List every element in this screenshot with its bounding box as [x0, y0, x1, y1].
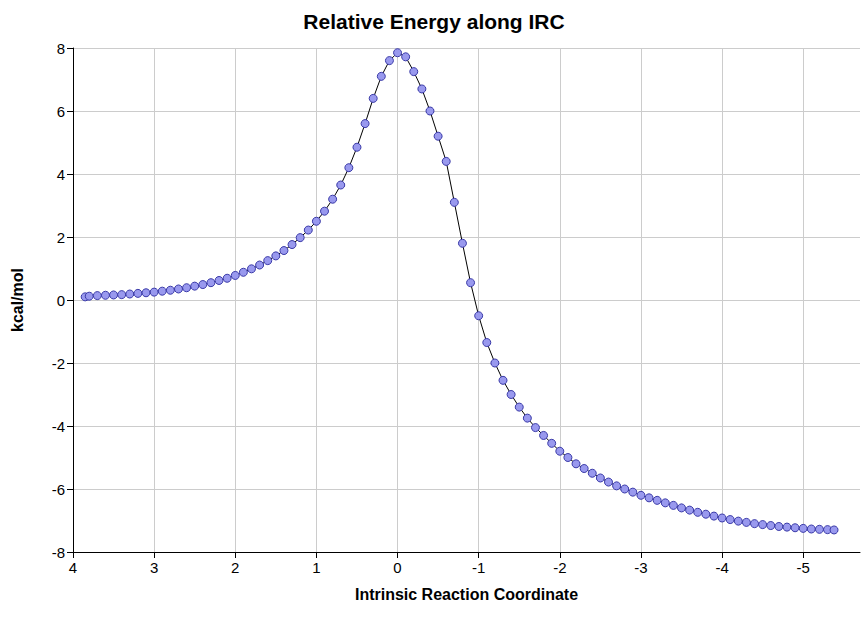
svg-text:4: 4 — [57, 166, 65, 183]
svg-text:-6: -6 — [52, 481, 65, 498]
svg-text:6: 6 — [57, 103, 65, 120]
svg-text:-2: -2 — [52, 355, 65, 372]
svg-text:3: 3 — [150, 559, 158, 576]
svg-text:kcal/mol: kcal/mol — [9, 268, 26, 332]
svg-text:8: 8 — [57, 40, 65, 57]
svg-text:Intrinsic Reaction Coordinate: Intrinsic Reaction Coordinate — [355, 586, 578, 603]
svg-text:Relative Energy along IRC: Relative Energy along IRC — [303, 10, 564, 33]
svg-text:4: 4 — [69, 559, 77, 576]
svg-text:0: 0 — [393, 559, 401, 576]
svg-text:-8: -8 — [52, 544, 65, 561]
svg-text:1: 1 — [312, 559, 320, 576]
svg-text:-3: -3 — [634, 559, 647, 576]
svg-text:-5: -5 — [797, 559, 810, 576]
svg-text:-4: -4 — [52, 418, 65, 435]
svg-text:-1: -1 — [472, 559, 485, 576]
svg-text:2: 2 — [231, 559, 239, 576]
svg-text:0: 0 — [57, 292, 65, 309]
svg-text:2: 2 — [57, 229, 65, 246]
svg-text:-4: -4 — [715, 559, 728, 576]
svg-text:-2: -2 — [553, 559, 566, 576]
